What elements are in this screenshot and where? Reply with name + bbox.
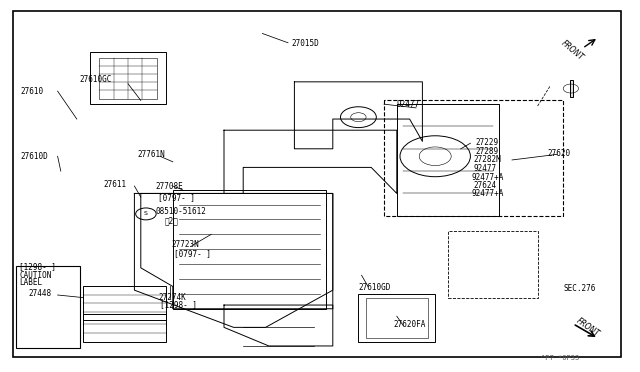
Text: 27620: 27620	[547, 149, 570, 158]
Text: 27229: 27229	[476, 138, 499, 147]
Text: 27289: 27289	[476, 147, 499, 156]
Bar	[448, 231, 538, 298]
Text: [0797- ]: [0797- ]	[158, 193, 195, 202]
Bar	[366, 298, 428, 338]
Text: FRONT: FRONT	[575, 316, 601, 339]
Text: ^P7 *0P33: ^P7 *0P33	[541, 355, 579, 361]
Text: CAUTION: CAUTION	[19, 271, 52, 280]
Text: 27274K: 27274K	[158, 293, 186, 302]
Text: 27448: 27448	[29, 289, 52, 298]
Text: [1298- ]: [1298- ]	[160, 301, 197, 310]
Text: LABEL: LABEL	[19, 278, 42, 287]
Bar	[173, 190, 326, 309]
Bar	[16, 266, 80, 348]
Text: 27282M: 27282M	[474, 155, 501, 164]
Text: 92477+A: 92477+A	[472, 189, 504, 198]
Bar	[99, 58, 157, 99]
Text: 27620FA: 27620FA	[394, 320, 426, 329]
Text: S: S	[144, 211, 148, 217]
Text: [1298- ]: [1298- ]	[19, 263, 56, 272]
Text: SEC.276: SEC.276	[563, 284, 596, 293]
Text: 92477: 92477	[474, 164, 497, 173]
Text: 27610GC: 27610GC	[79, 76, 112, 84]
Bar	[358, 294, 435, 342]
Polygon shape	[570, 80, 573, 97]
Text: 08510-51612: 08510-51612	[156, 207, 206, 216]
Text: 27723N: 27723N	[172, 240, 199, 249]
Text: 27761N: 27761N	[138, 150, 165, 158]
Text: （2）: （2）	[165, 216, 179, 225]
Text: FRONT: FRONT	[560, 38, 586, 62]
Text: [0797- ]: [0797- ]	[174, 250, 211, 259]
Bar	[83, 314, 166, 342]
Text: 27611: 27611	[104, 180, 127, 189]
Text: 27610: 27610	[20, 87, 44, 96]
Text: 27610GD: 27610GD	[358, 283, 391, 292]
Text: 27708E: 27708E	[156, 182, 183, 190]
Text: 27624: 27624	[474, 181, 497, 190]
Bar	[90, 52, 166, 104]
Text: 92477+A: 92477+A	[472, 173, 504, 182]
Bar	[83, 286, 166, 320]
Text: 27610D: 27610D	[20, 152, 48, 161]
Text: 92477: 92477	[397, 100, 420, 109]
Text: 27015D: 27015D	[291, 39, 319, 48]
